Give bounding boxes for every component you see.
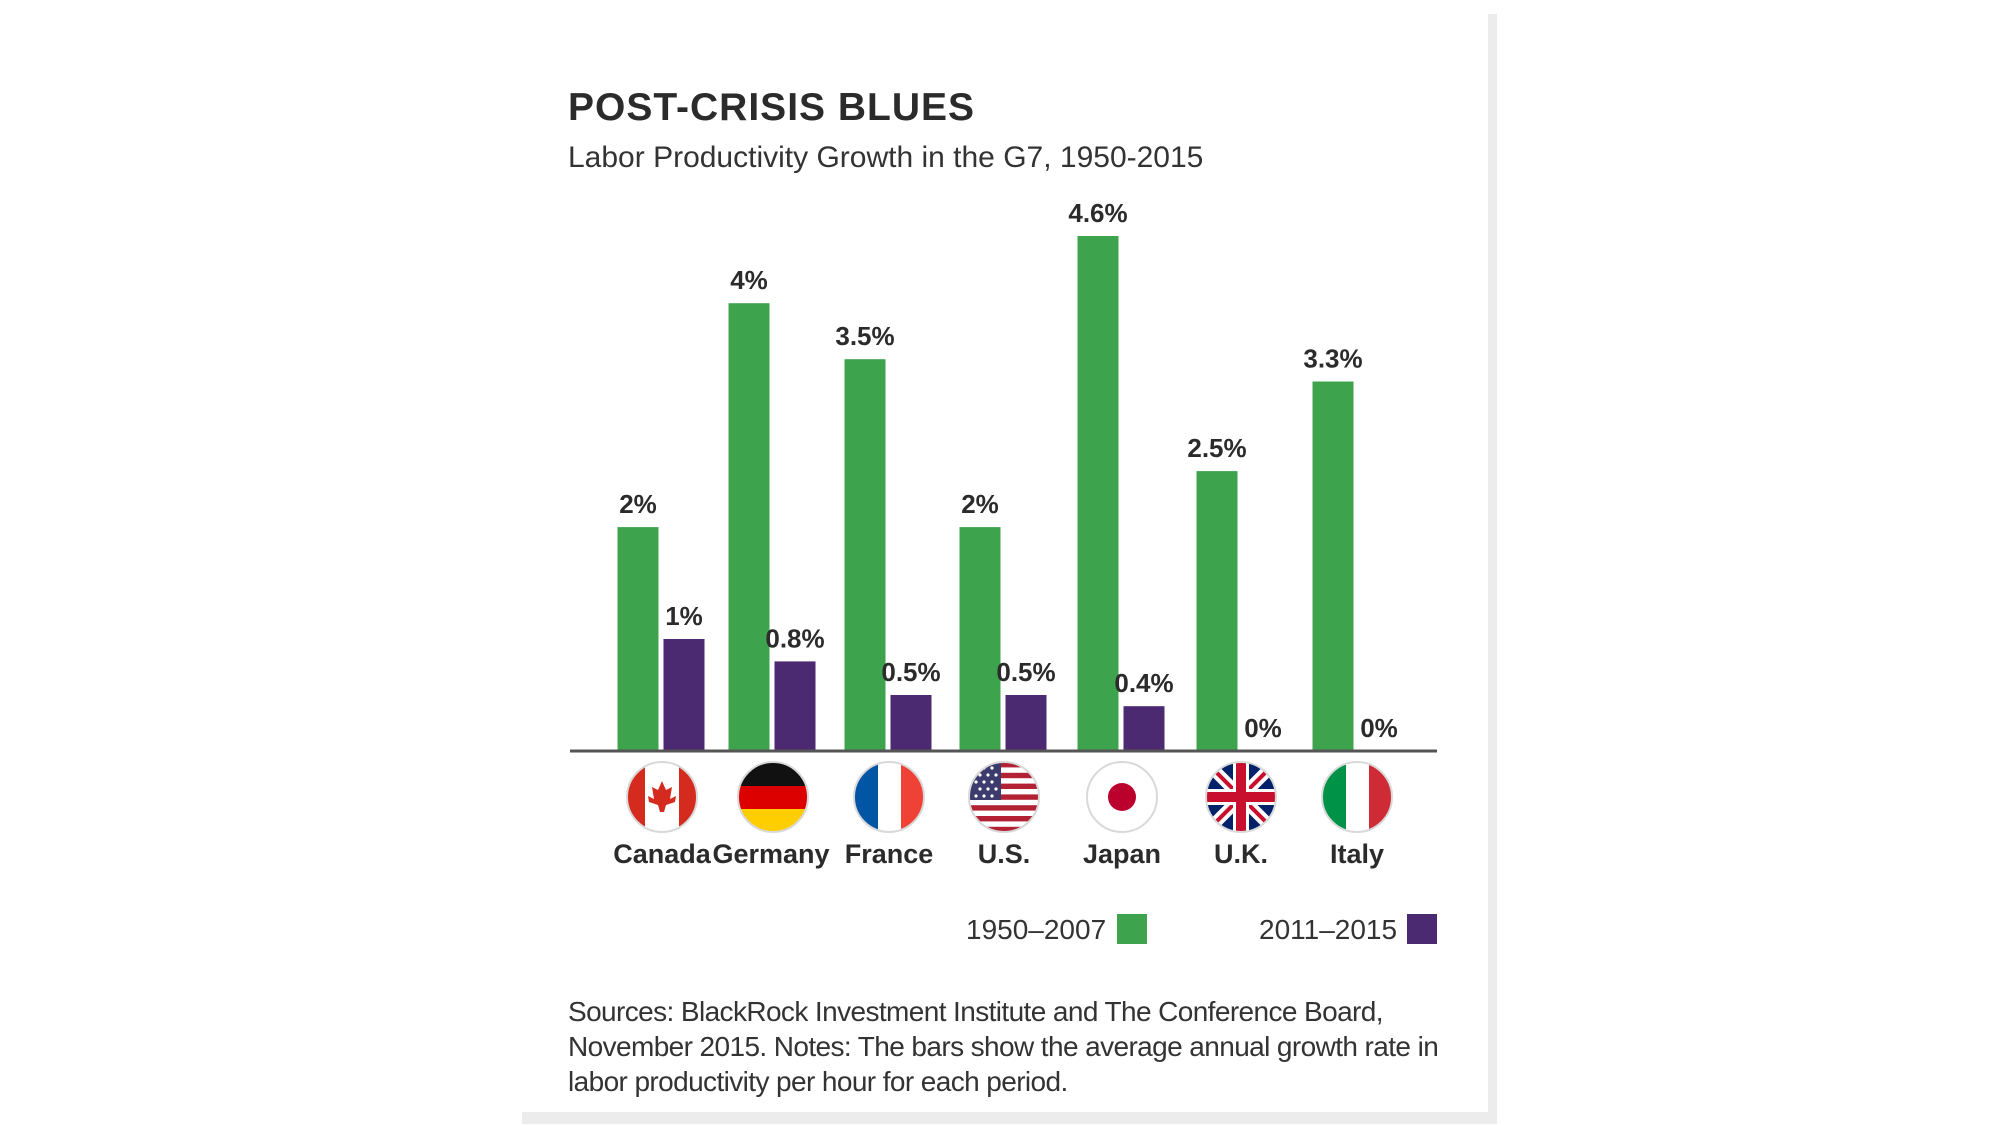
germany-flag-icon [737, 761, 809, 833]
category-label: Japan [1083, 839, 1161, 869]
category-label: Germany [712, 839, 829, 869]
category-label: U.S. [978, 839, 1031, 869]
category-label: Italy [1330, 839, 1384, 869]
bar-series-2-2 [890, 695, 932, 751]
data-label-series-1-3: 2% [961, 489, 999, 519]
bars-layer [617, 236, 1354, 751]
data-label-series-2-5: 0% [1244, 713, 1282, 743]
italy-flag-icon [1321, 761, 1393, 833]
bar-series-2-3 [1005, 695, 1047, 751]
japan-flag-icon [1086, 761, 1158, 833]
data-label-series-1-4: 4.6% [1068, 198, 1127, 228]
bar-series-1-4 [1077, 236, 1119, 751]
us-flag-icon [968, 761, 1040, 833]
bar-series-2-1 [774, 661, 816, 751]
data-label-series-2-1: 0.8% [765, 623, 824, 653]
bar-series-1-3 [959, 527, 1001, 751]
data-label-series-1-6: 3.3% [1303, 344, 1362, 374]
category-label: U.K. [1214, 839, 1268, 869]
canada-flag-icon [626, 761, 698, 833]
data-label-series-1-1: 4% [730, 265, 768, 295]
bar-series-1-1 [728, 303, 770, 751]
chart-subtitle: Labor Productivity Growth in the G7, 195… [568, 141, 1204, 174]
value-labels-layer: 2% 4% 3.5% 2% 4.6% 2.5% 3.3% 1% 0.8% 0.5% 0.5% 0.4%… [619, 198, 1398, 743]
france-flag-icon [853, 761, 925, 833]
data-label-series-2-0: 1% [665, 601, 703, 631]
data-label-series-2-4: 0.4% [1114, 668, 1173, 698]
data-label-series-2-6: 0% [1360, 713, 1398, 743]
category-label: Canada [613, 839, 712, 869]
uk-flag-icon [1205, 761, 1277, 833]
card-shadow-bottom [522, 1112, 1497, 1124]
data-label-series-2-3: 0.5% [996, 657, 1055, 687]
bar-series-1-6 [1312, 381, 1354, 751]
data-label-series-2-2: 0.5% [881, 657, 940, 687]
data-label-series-1-5: 2.5% [1187, 433, 1246, 463]
bar-series-1-5 [1196, 471, 1238, 751]
bar-series-1-0 [617, 527, 659, 751]
data-label-series-1-2: 3.5% [835, 321, 894, 351]
bar-series-1-2 [844, 359, 886, 751]
source-note: Sources: BlackRock Investment Institute … [568, 996, 1439, 1097]
bar-series-2-0 [663, 639, 705, 751]
card-shadow-right [1488, 14, 1497, 1124]
category-label: France [845, 839, 934, 869]
chart-title: POST-CRISIS BLUES [568, 86, 976, 129]
data-label-series-1-0: 2% [619, 489, 657, 519]
bar-series-2-4 [1123, 706, 1165, 751]
